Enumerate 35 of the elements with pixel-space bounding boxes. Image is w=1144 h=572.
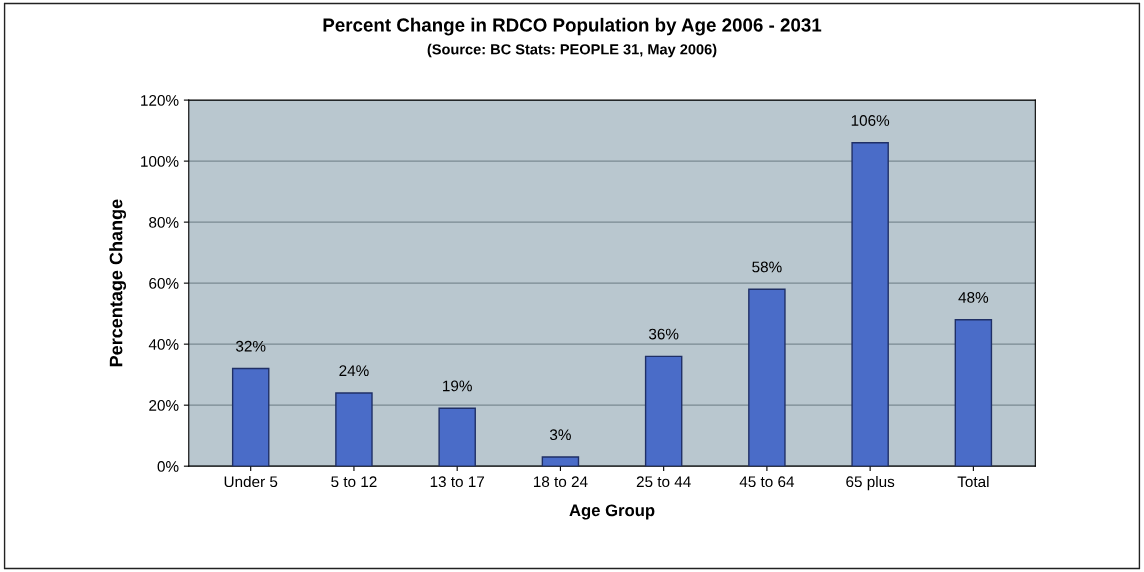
y-tick-label: 80% [149,216,179,228]
data-label: 106% [851,115,890,126]
bar [335,392,373,467]
data-label: 19% [443,380,472,392]
x-tick-label: 5 to 12 [331,476,377,488]
bar [541,456,580,467]
y-tick-label: 0% [157,461,179,472]
x-tick-label: 13 to 17 [430,476,485,488]
y-tick-label: 20% [149,400,179,411]
chart-subtitle: (Source: BC Stats: PEOPLE 31, May 2006) [427,43,717,58]
y-axis-title: Percentage Change [109,199,127,367]
x-tick-label: 65 plus [846,475,895,491]
bar [954,319,993,467]
bar [748,288,786,467]
bar [231,367,270,467]
x-tick-label: Total [957,475,989,488]
data-label: 32% [236,340,266,352]
bar [644,355,683,467]
x-tick-label: 25 to 44 [636,476,691,488]
y-tick-label: 60% [149,278,179,289]
bar [438,407,476,467]
x-axis-title: Age Group [569,504,655,520]
data-label: 3% [549,429,571,441]
x-tick-label: Under 5 [224,475,278,488]
data-label: 24% [339,365,369,376]
x-tick-label: 18 to 24 [533,476,588,488]
y-tick-label: 40% [148,339,179,350]
bar [851,142,889,467]
y-tick-label: 100% [141,155,179,167]
data-label: 36% [648,328,679,340]
data-label: 58% [752,261,782,273]
y-tick-label: 120% [141,94,179,106]
data-label: 48% [958,292,989,303]
chart-title: Percent Change in RDCO Population by Age 2006 - 2031 [323,17,822,36]
x-tick-label: 45 to 64 [739,476,795,488]
